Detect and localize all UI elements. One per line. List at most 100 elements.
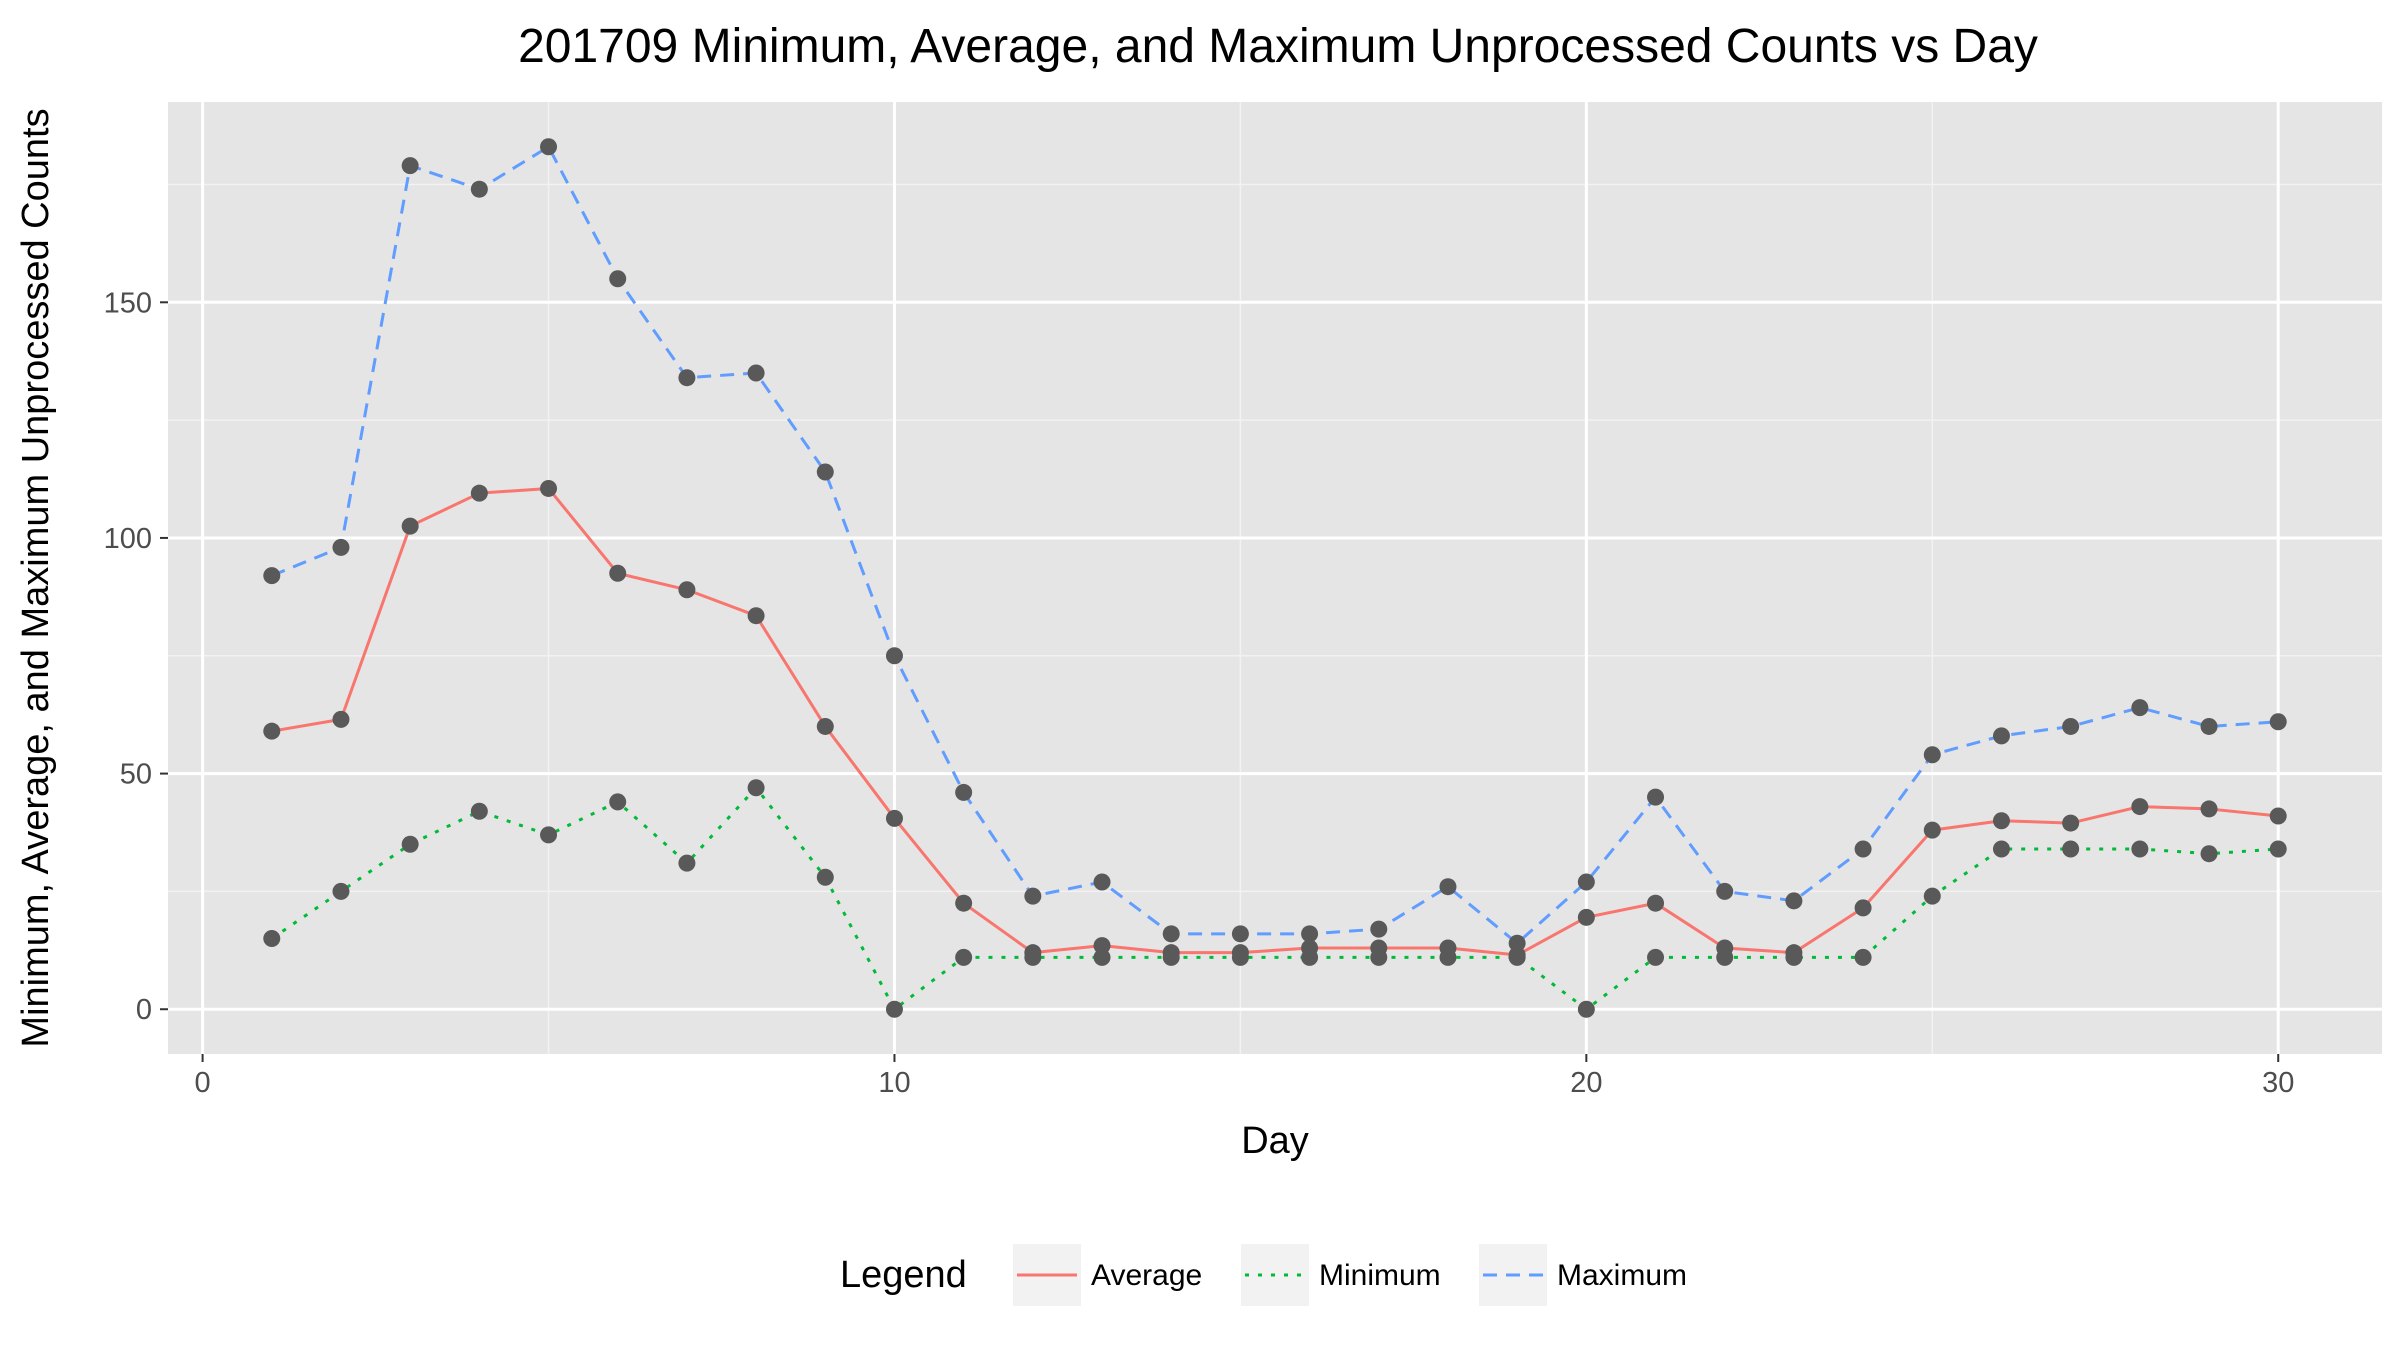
data-point-minimum [1647,948,1665,966]
data-point-maximum [1923,746,1941,764]
data-point-average [332,710,350,728]
data-point-maximum [2269,713,2287,731]
data-point-minimum [1785,948,1803,966]
data-point-average [401,517,419,535]
data-point-average [2131,798,2149,816]
data-point-average [1577,908,1595,926]
series-line-average [271,486,2279,957]
data-point-minimum [1231,948,1249,966]
data-point-minimum [1923,887,1941,905]
data-point-maximum [955,783,973,801]
x-tick-label: 30 [2262,1067,2294,1099]
data-point-maximum [2200,717,2218,735]
plot-panel [168,102,2382,1054]
data-point-maximum [1508,934,1526,952]
legend-item-label: Average [1091,1259,1202,1292]
legend: Legend Average Minimum Maximum [840,1244,1687,1306]
data-point-minimum [2269,840,2287,858]
data-point-minimum [1439,948,1457,966]
data-point-maximum [1301,925,1319,943]
data-point-minimum [816,868,834,886]
legend-item-label: Maximum [1557,1259,1687,1292]
data-point-average [2269,807,2287,825]
data-point-maximum [1854,840,1872,858]
data-point-average [470,484,488,502]
data-point-average [2062,814,2080,832]
data-point-minimum [955,948,973,966]
legend-item-maximum: Maximum [1479,1244,1687,1306]
series-line-minimum [270,786,2279,1011]
data-point-minimum [1301,948,1319,966]
data-point-minimum [332,882,350,900]
data-point-minimum [1370,948,1388,966]
data-point-minimum [1093,948,1111,966]
data-point-average [816,717,834,735]
x-tick-label: 0 [195,1067,211,1099]
y-tick-label: 0 [136,994,152,1026]
data-point-minimum [1162,948,1180,966]
data-point-maximum [1647,788,1665,806]
data-point-minimum [1577,1000,1595,1018]
data-point-maximum [1992,727,2010,745]
data-point-maximum [1370,920,1388,938]
data-point-maximum [1093,873,1111,891]
legend-item-average: Average [1013,1244,1202,1306]
data-point-maximum [1716,882,1734,900]
y-axis-ticks: 0 50 100 150 [104,287,168,1026]
data-point-minimum [678,854,696,872]
y-axis-label: Minimum, Average, and Maximum Unprocesse… [15,108,57,1047]
series-points [263,138,2287,1018]
data-point-maximum [2062,717,2080,735]
legend-title: Legend [840,1254,967,1296]
data-point-average [955,894,973,912]
y-tick-label: 150 [104,287,152,319]
data-point-maximum [747,364,765,382]
data-point-minimum [2062,840,2080,858]
data-point-average [263,722,281,740]
data-point-maximum [1231,925,1249,943]
x-axis-label: Day [1241,1120,1309,1162]
data-point-maximum [1577,873,1595,891]
data-point-minimum [747,779,765,797]
data-point-maximum [332,538,350,556]
data-point-average [609,564,627,582]
data-point-maximum [1439,878,1457,896]
data-point-average [678,581,696,599]
y-tick-label: 100 [104,523,152,555]
data-point-average [885,809,903,827]
data-point-maximum [540,138,558,156]
data-point-maximum [885,647,903,665]
data-point-maximum [1785,892,1803,910]
data-point-minimum [1508,948,1526,966]
data-point-average [2200,800,2218,818]
x-tick-label: 20 [1570,1067,1602,1099]
data-point-maximum [609,270,627,288]
x-tick-label: 10 [878,1067,910,1099]
data-point-minimum [1992,840,2010,858]
data-point-maximum [678,369,696,387]
data-point-minimum [2131,840,2149,858]
data-point-minimum [609,793,627,811]
data-point-minimum [2200,845,2218,863]
data-point-maximum [1162,925,1180,943]
data-point-average [1992,812,2010,830]
data-point-minimum [1854,948,1872,966]
minor-gridlines [168,102,2382,1054]
data-point-average [747,607,765,625]
data-point-minimum [470,802,488,820]
data-point-maximum [470,180,488,198]
data-point-average [540,479,558,497]
data-point-maximum [401,157,419,175]
series-line-maximum [271,145,2279,945]
data-point-average [1854,899,1872,917]
data-point-minimum [263,930,281,948]
major-gridlines [168,102,2382,1054]
data-point-maximum [2131,699,2149,717]
chart-title: 201709 Minimum, Average, and Maximum Unp… [518,20,2038,73]
data-point-minimum [540,826,558,844]
data-point-maximum [816,463,834,481]
data-point-maximum [1024,887,1042,905]
data-point-minimum [1716,948,1734,966]
legend-item-minimum: Minimum [1241,1244,1441,1306]
